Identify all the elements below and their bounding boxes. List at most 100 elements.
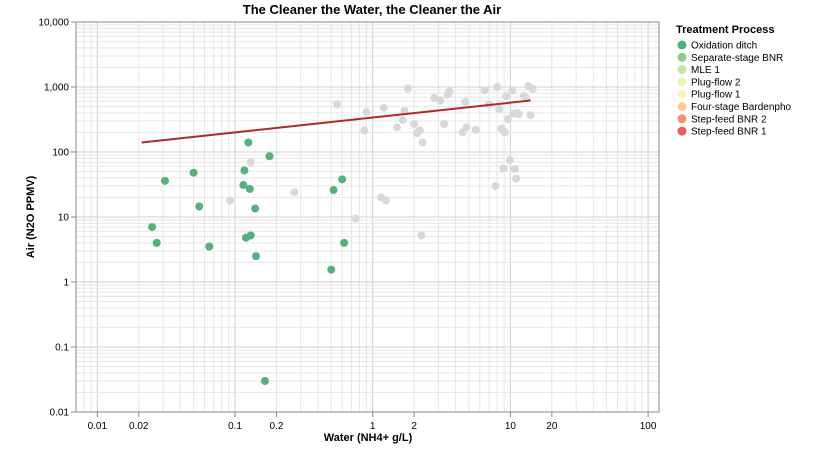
data-points bbox=[148, 82, 537, 385]
x-tick-label: 10 bbox=[505, 421, 517, 432]
scatter-point bbox=[290, 188, 299, 197]
scatter-point bbox=[240, 166, 249, 175]
scatter-point bbox=[332, 100, 341, 109]
x-axis-ticks: 0.01 0.02 0.1 0.2 1 2 10 20 100 bbox=[88, 412, 657, 432]
scatter-point bbox=[445, 87, 454, 96]
scatter-point bbox=[512, 174, 521, 183]
scatter-point bbox=[502, 92, 511, 101]
scatter-point bbox=[379, 103, 388, 112]
legend-swatch bbox=[677, 126, 687, 136]
scatter-point bbox=[526, 111, 535, 120]
scatter-point bbox=[251, 204, 260, 213]
legend-label: MLE 1 bbox=[691, 65, 720, 76]
x-tick-label: 0.01 bbox=[88, 421, 108, 432]
scatter-point bbox=[491, 181, 500, 190]
y-tick-label: 1,000 bbox=[44, 83, 69, 94]
scatter-point bbox=[351, 214, 360, 223]
scatter-point bbox=[195, 202, 204, 211]
y-tick-label: 0.1 bbox=[55, 343, 69, 354]
x-tick-label: 0.2 bbox=[270, 421, 284, 432]
scatter-point bbox=[251, 252, 260, 261]
scatter-point bbox=[329, 186, 338, 195]
legend-swatch bbox=[677, 77, 687, 87]
legend-label: Separate-stage BNR bbox=[691, 53, 783, 64]
scatter-point bbox=[160, 176, 169, 185]
scatter-point bbox=[505, 156, 514, 165]
scatter-point bbox=[382, 196, 391, 205]
scatter-point bbox=[327, 265, 336, 274]
x-tick-label: 0.02 bbox=[129, 421, 149, 432]
y-tick-label: 1 bbox=[63, 278, 69, 289]
legend-label: Oxidation ditch bbox=[691, 41, 757, 52]
x-tick-label: 2 bbox=[411, 421, 417, 432]
y-tick-label: 10,000 bbox=[38, 18, 69, 29]
legend-label: Four-stage Bardenpho bbox=[691, 102, 792, 113]
scatter-point bbox=[528, 84, 537, 93]
scatter-point bbox=[417, 231, 426, 240]
scatter-point bbox=[480, 86, 489, 95]
x-tick-label: 1 bbox=[370, 421, 376, 432]
scatter-point bbox=[403, 84, 412, 93]
scatter-point bbox=[340, 238, 349, 247]
scatter-point bbox=[246, 158, 255, 167]
x-tick-label: 100 bbox=[640, 421, 657, 432]
legend-label: Step-feed BNR 1 bbox=[691, 127, 767, 138]
x-tick-label: 20 bbox=[546, 421, 558, 432]
scatter-point bbox=[500, 128, 509, 137]
scatter-point bbox=[495, 104, 504, 113]
scatter-point bbox=[410, 119, 419, 128]
scatter-point bbox=[148, 223, 157, 232]
y-tick-label: 10 bbox=[58, 213, 70, 224]
y-axis-ticks: 0.01 0.1 1 10 100 1,000 10,000 bbox=[38, 18, 76, 419]
legend-label: Plug-flow 1 bbox=[691, 90, 741, 101]
scatter-point bbox=[415, 126, 424, 135]
scatter-point bbox=[246, 231, 255, 240]
y-tick-label: 100 bbox=[52, 148, 69, 159]
y-tick-label: 0.01 bbox=[50, 408, 70, 419]
scatter-point bbox=[508, 86, 517, 95]
scatter-point bbox=[265, 152, 274, 161]
scatter-point bbox=[244, 138, 253, 147]
scatter-point bbox=[499, 164, 508, 173]
scatter-point bbox=[245, 184, 254, 193]
scatter-point bbox=[338, 175, 347, 184]
x-tick-label: 0.1 bbox=[228, 421, 242, 432]
grid bbox=[75, 22, 659, 413]
y-axis-title: Air (N2O PPMV) bbox=[25, 175, 37, 258]
scatter-point bbox=[511, 164, 520, 173]
scatter-point bbox=[436, 96, 445, 105]
legend-swatch bbox=[677, 114, 687, 124]
scatter-point bbox=[189, 168, 198, 177]
scatter-point bbox=[461, 97, 470, 106]
legend-label: Step-feed BNR 2 bbox=[691, 114, 767, 125]
chart-title: The Cleaner the Water, the Cleaner the A… bbox=[243, 2, 501, 17]
scatter-point bbox=[493, 83, 502, 91]
legend-swatch bbox=[677, 102, 687, 111]
scatter-point bbox=[440, 119, 449, 128]
legend-swatch bbox=[677, 65, 687, 75]
scatter-point bbox=[392, 123, 401, 132]
scatter-point bbox=[260, 376, 269, 385]
scatter-point bbox=[152, 238, 161, 247]
scatter-point bbox=[514, 110, 523, 119]
scatter-point bbox=[430, 93, 439, 102]
trend-line bbox=[141, 99, 531, 144]
legend-swatch bbox=[677, 89, 687, 99]
scatter-point bbox=[239, 181, 248, 190]
legend-title: Treatment Process bbox=[676, 24, 774, 36]
plot-frame bbox=[75, 21, 660, 413]
legend-swatch bbox=[677, 52, 687, 62]
scatter-point bbox=[400, 106, 409, 115]
legend-label: Plug-flow 2 bbox=[691, 77, 741, 88]
scatter-point bbox=[503, 115, 512, 124]
legend: Treatment Process Oxidation ditchSeparat… bbox=[676, 24, 792, 138]
scatter-point bbox=[362, 108, 371, 117]
scatter-point bbox=[398, 116, 407, 125]
scatter-point bbox=[462, 123, 471, 132]
scatter-point bbox=[205, 242, 214, 251]
scatter-point bbox=[226, 196, 235, 205]
x-axis-title: Water (NH4+ g/L) bbox=[324, 432, 413, 444]
legend-swatch bbox=[677, 40, 687, 50]
